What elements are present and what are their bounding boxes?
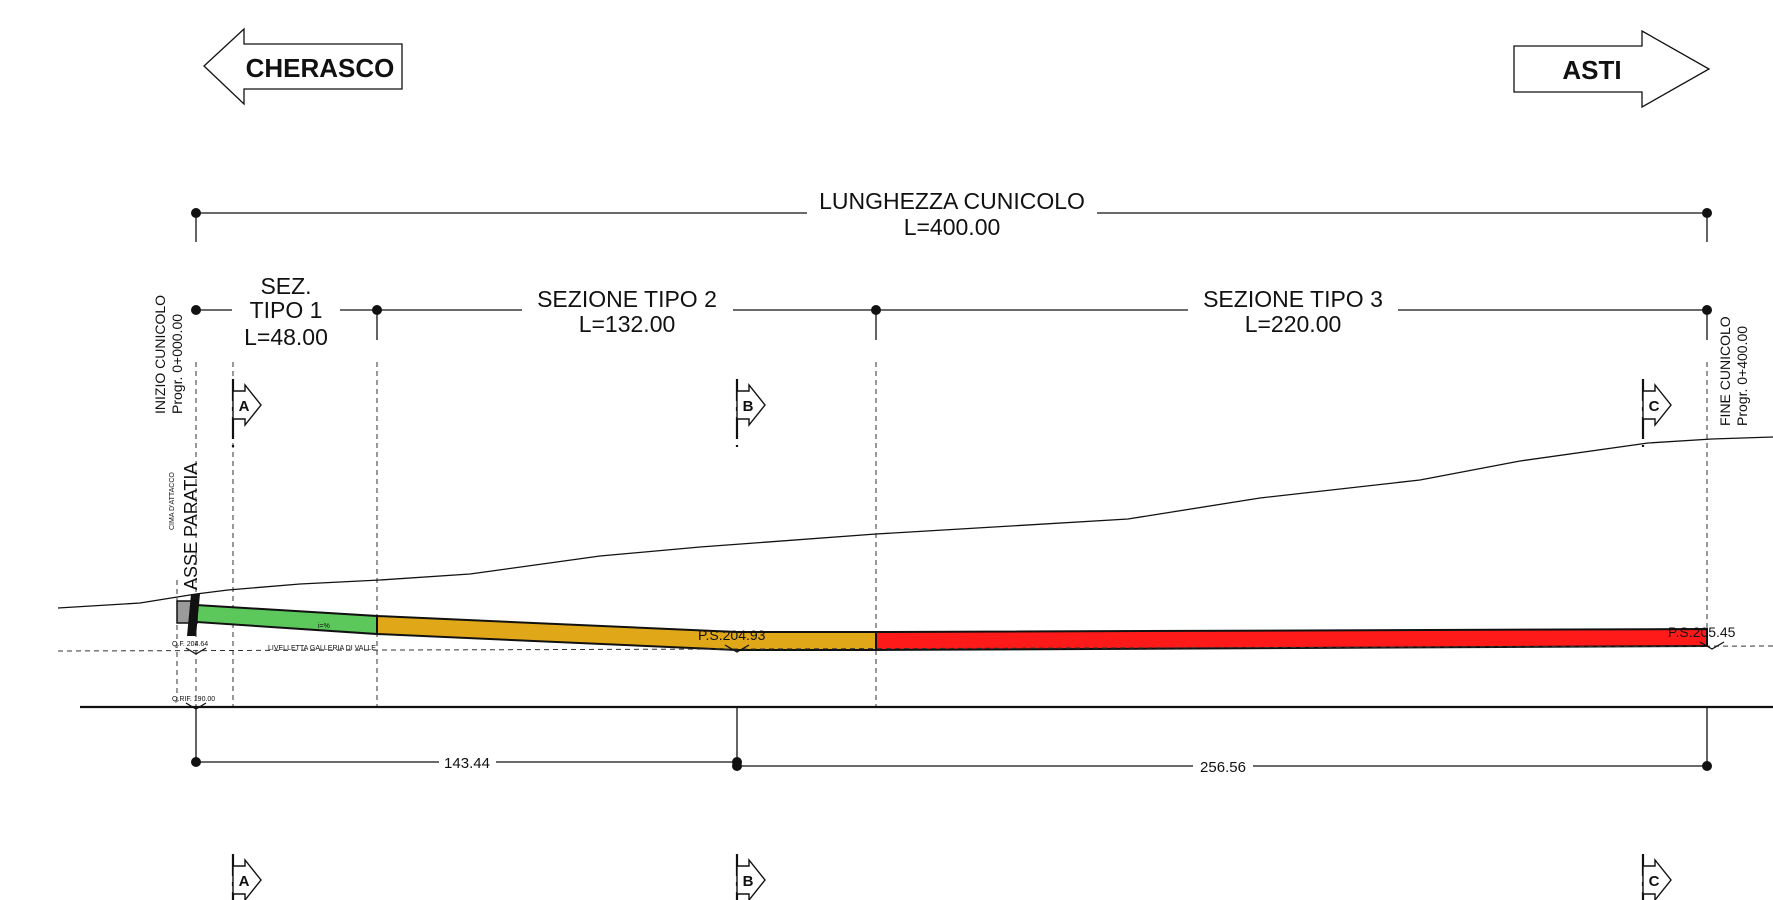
ps-mid-marker bbox=[724, 644, 750, 653]
section-1-length: L=48.00 bbox=[244, 324, 328, 350]
ps-end-marker bbox=[1699, 641, 1725, 650]
qf-level-marker bbox=[185, 647, 207, 655]
direction-label-cherasco: CHERASCO bbox=[246, 53, 395, 83]
ps-end-label: P.S.205.45 bbox=[1668, 624, 1736, 640]
asse-paratia-wall bbox=[187, 594, 200, 636]
section-1-title-line2: TIPO 1 bbox=[250, 297, 323, 323]
qf-left-note: Q.F. 204.64 bbox=[172, 641, 208, 648]
terrain-profile-line bbox=[57, 436, 1773, 609]
direction-label-asti: ASTI bbox=[1562, 55, 1621, 85]
section-guide-lines bbox=[176, 362, 1708, 706]
cut-marker-a-top: A bbox=[231, 379, 262, 447]
cut-marker-letter: C bbox=[1649, 873, 1660, 890]
section-2-tunnel-segment bbox=[376, 614, 877, 651]
cut-marker-a-bottom: A bbox=[231, 854, 262, 900]
section-3-length: L=220.00 bbox=[1245, 311, 1342, 337]
cut-marker-letter: B bbox=[743, 398, 754, 415]
start-label-line1: INIZIO CUNICOLO bbox=[152, 295, 168, 414]
cut-marker-letter: A bbox=[239, 398, 250, 415]
section-1-title-line1: SEZ. bbox=[260, 273, 311, 299]
cut-marker-c-top: C bbox=[1641, 379, 1672, 447]
dimension-left-value: 143.44 bbox=[444, 755, 490, 772]
direction-arrow-asti: ASTI bbox=[1513, 29, 1711, 109]
livelletta-note: LIVELLETTA GALLERIA DI VALLE bbox=[268, 645, 376, 652]
cut-marker-b-top: B bbox=[735, 379, 766, 447]
cut-marker-c-bottom: C bbox=[1641, 854, 1672, 900]
section-dimension-line: SEZ. TIPO 1 L=48.00 SEZIONE TIPO 2 L=132… bbox=[191, 273, 1712, 350]
ps-mid-label: P.S.204.93 bbox=[698, 627, 766, 643]
end-label: FINE CUNICOLO Progr. 0+400.00 bbox=[1717, 316, 1750, 426]
start-label-line2: Progr. 0+000.00 bbox=[169, 314, 185, 414]
cut-marker-letter: A bbox=[239, 873, 250, 890]
total-length-value: L=400.00 bbox=[904, 214, 1001, 240]
pendenza-note: i=% bbox=[318, 623, 330, 630]
section-3-title: SEZIONE TIPO 3 bbox=[1203, 286, 1383, 312]
start-label: INIZIO CUNICOLO Progr. 0+000.00 bbox=[152, 295, 185, 414]
reference-dashed-line bbox=[57, 645, 1773, 652]
qrif-note: Q.RIF. 190.00 bbox=[172, 696, 215, 703]
bottom-dimensions: 143.44 256.56 bbox=[191, 707, 1712, 776]
asse-paratia-label: ASSE PARATIA bbox=[181, 463, 201, 590]
cut-marker-b-bottom: B bbox=[735, 854, 766, 900]
cima-attacco-note: CIMA D'ATTACCO bbox=[169, 472, 176, 530]
section-2-title: SEZIONE TIPO 2 bbox=[537, 286, 717, 312]
end-label-line1: FINE CUNICOLO bbox=[1717, 316, 1733, 426]
cut-marker-letter: B bbox=[743, 873, 754, 890]
dimension-right-value: 256.56 bbox=[1200, 759, 1246, 776]
direction-arrow-cherasco: CHERASCO bbox=[203, 27, 403, 106]
cut-marker-letter: C bbox=[1649, 398, 1660, 415]
end-label-line2: Progr. 0+400.00 bbox=[1734, 326, 1750, 426]
section-1-tunnel-segment bbox=[195, 603, 378, 636]
total-length-label: LUNGHEZZA CUNICOLO bbox=[819, 188, 1085, 214]
section-2-length: L=132.00 bbox=[579, 311, 676, 337]
cut-markers: A A B B C C bbox=[231, 379, 1672, 900]
total-length-dimension: LUNGHEZZA CUNICOLO L=400.00 bbox=[191, 188, 1712, 242]
